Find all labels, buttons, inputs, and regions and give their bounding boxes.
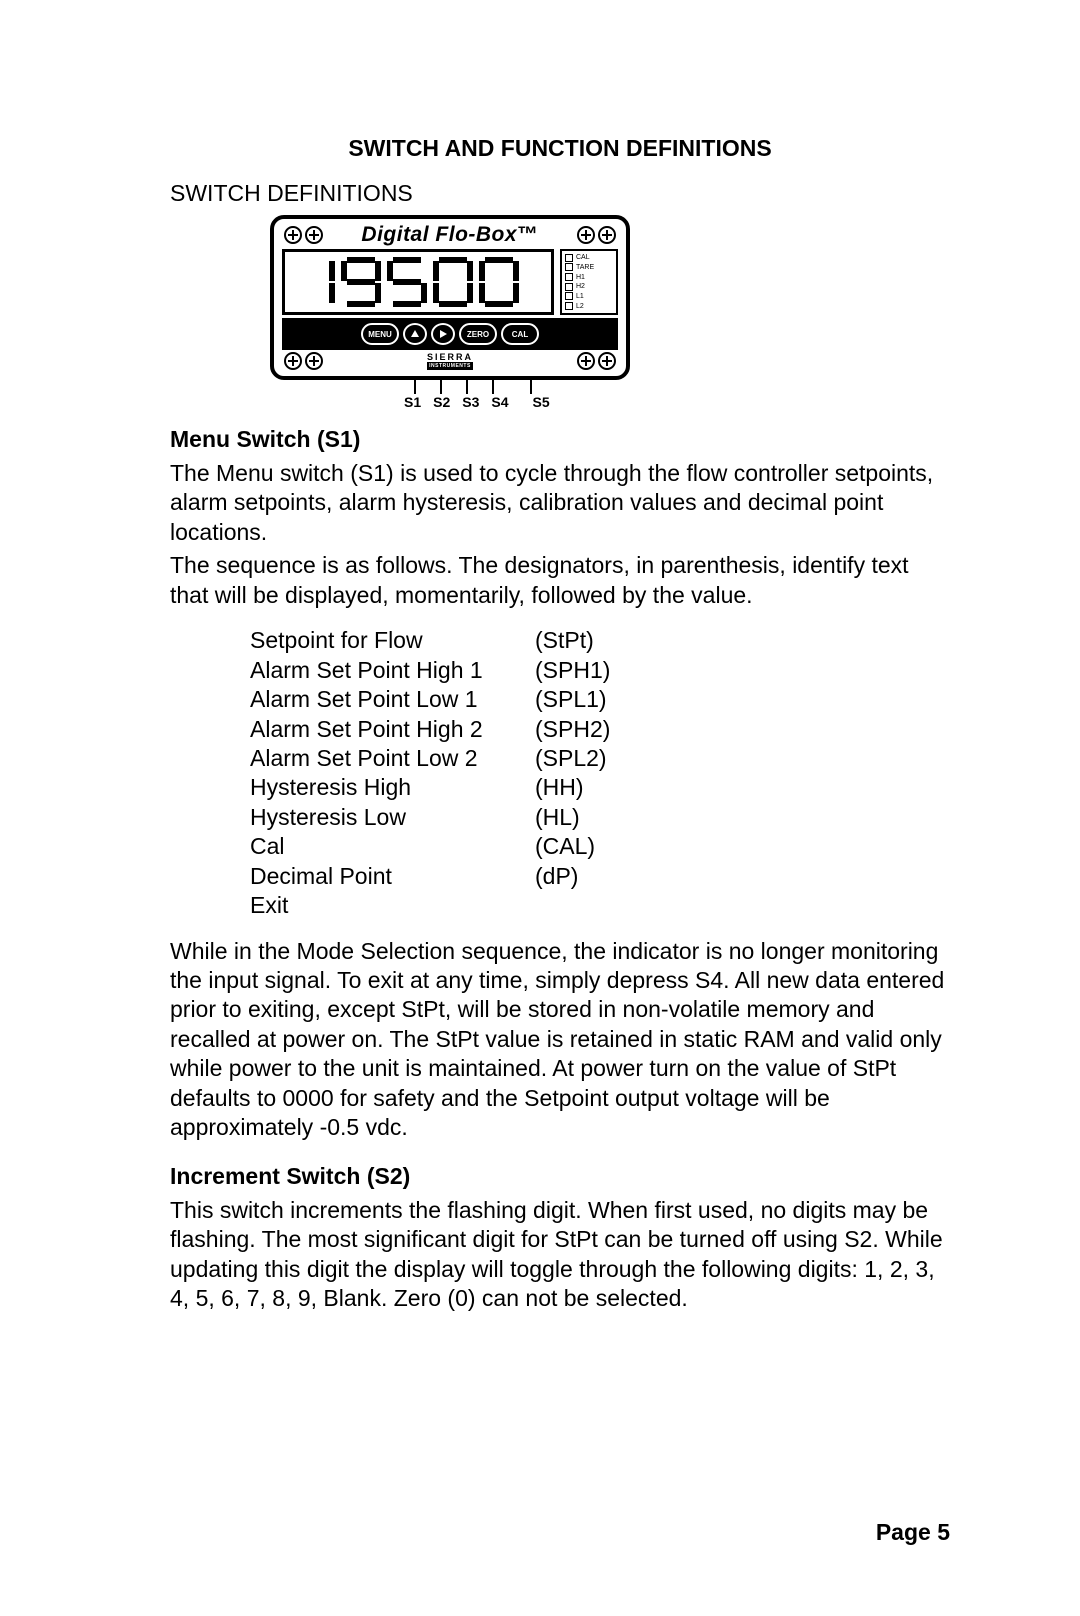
right-button[interactable]	[431, 323, 455, 345]
zero-button[interactable]: ZERO	[459, 323, 497, 345]
switch-label: S4	[491, 394, 508, 410]
screws-bl	[284, 352, 323, 370]
device-panel: Digital Flo-Box™	[270, 215, 630, 380]
table-row: Alarm Set Point Low 2(SPL2)	[250, 744, 950, 773]
switch-label: S3	[462, 394, 479, 410]
page-number: Page 5	[876, 1519, 950, 1546]
switch-pointer-lines	[414, 378, 630, 394]
screws-right	[577, 226, 616, 244]
table-row: Hysteresis High(HH)	[250, 773, 950, 802]
table-row: Alarm Set Point High 2(SPH2)	[250, 715, 950, 744]
menu-switch-heading: Menu Switch (S1)	[170, 426, 950, 453]
up-button[interactable]	[403, 323, 427, 345]
indicator: H1	[565, 273, 613, 281]
digit	[387, 257, 427, 307]
indicator: L1	[565, 292, 613, 300]
up-arrow-icon	[410, 329, 420, 339]
trademark: ™	[517, 223, 539, 246]
indicator: H2	[565, 283, 613, 291]
digit	[317, 257, 335, 307]
device-figure: Digital Flo-Box™	[270, 215, 630, 410]
indicator-panel: CAL TARE H1 H2 L1 L2	[560, 249, 618, 315]
paragraph: The sequence is as follows. The designat…	[170, 551, 950, 610]
device-name-text: Digital Flo-Box	[361, 223, 517, 246]
buttons-row: MENU ZERO CAL	[282, 318, 618, 350]
indicator: TARE	[565, 263, 613, 271]
digit	[479, 257, 519, 307]
section-title: SWITCH AND FUNCTION DEFINITIONS	[170, 135, 950, 162]
brand: SIERRA	[427, 353, 473, 362]
table-row: Alarm Set Point High 1(SPH1)	[250, 656, 950, 685]
digit	[433, 257, 473, 307]
setpoint-sequence-table: Setpoint for Flow(StPt) Alarm Set Point …	[250, 626, 950, 920]
cal-button[interactable]: CAL	[501, 323, 539, 345]
digit	[341, 257, 381, 307]
panel-bottom: SIERRA INSTRUMENTS	[282, 350, 618, 370]
table-row: Decimal Point(dP)	[250, 862, 950, 891]
subsection-title: SWITCH DEFINITIONS	[170, 180, 950, 207]
menu-button[interactable]: MENU	[361, 323, 399, 345]
screws-left	[284, 226, 323, 244]
table-row: Exit	[250, 891, 950, 920]
switch-label: S1	[404, 394, 421, 410]
device-name: Digital Flo-Box™	[361, 223, 538, 247]
paragraph: While in the Mode Selection sequence, th…	[170, 937, 950, 1143]
lcd-display	[282, 249, 554, 315]
switch-label: S5	[533, 394, 550, 410]
table-row: Cal(CAL)	[250, 832, 950, 861]
right-arrow-icon	[438, 329, 448, 339]
table-row: Setpoint for Flow(StPt)	[250, 626, 950, 655]
screws-br	[577, 352, 616, 370]
panel-top: Digital Flo-Box™	[282, 223, 618, 247]
switch-labels: S1 S2 S3 S4 S5	[404, 394, 630, 410]
indicator: CAL	[565, 254, 613, 262]
increment-switch-heading: Increment Switch (S2)	[170, 1163, 950, 1190]
brand-sub: INSTRUMENTS	[427, 362, 473, 370]
brand-block: SIERRA INSTRUMENTS	[427, 353, 473, 370]
document-page: SWITCH AND FUNCTION DEFINITIONS SWITCH D…	[0, 0, 1080, 1616]
paragraph: This switch increments the flashing digi…	[170, 1196, 950, 1314]
table-row: Alarm Set Point Low 1(SPL1)	[250, 685, 950, 714]
panel-mid: CAL TARE H1 H2 L1 L2	[282, 249, 618, 315]
indicator: L2	[565, 302, 613, 310]
switch-label: S2	[433, 394, 450, 410]
paragraph: The Menu switch (S1) is used to cycle th…	[170, 459, 950, 547]
table-row: Hysteresis Low(HL)	[250, 803, 950, 832]
